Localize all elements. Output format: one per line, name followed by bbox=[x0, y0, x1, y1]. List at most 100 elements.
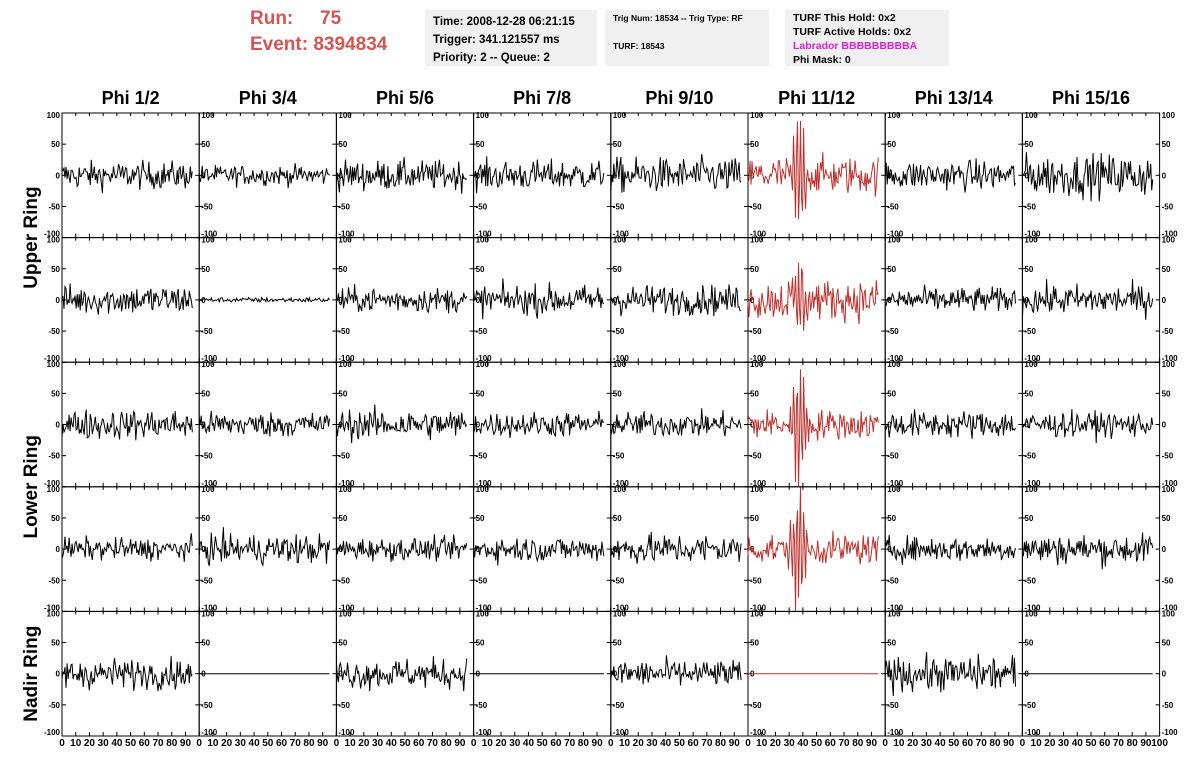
x-tick-label: 10 bbox=[756, 738, 768, 749]
y-tick-label: -50 bbox=[476, 202, 488, 211]
y-tick-label: -100 bbox=[201, 354, 218, 363]
y-tick-label: 50 bbox=[1162, 389, 1171, 398]
y-tick-label: 50 bbox=[1162, 639, 1171, 648]
turf-this-hold-text: TURF This Hold: 0x2 bbox=[793, 12, 896, 24]
y-tick-label: 0 bbox=[56, 421, 61, 430]
y-tick-label: -50 bbox=[476, 452, 488, 461]
y-tick-label: -100 bbox=[476, 230, 493, 239]
y-tick-label: 100 bbox=[613, 485, 627, 494]
y-tick-label: 50 bbox=[887, 140, 896, 149]
y-tick-label: 0 bbox=[1162, 545, 1167, 554]
y-tick-label: 100 bbox=[47, 236, 61, 245]
x-tick-label: 80 bbox=[989, 738, 1001, 749]
event-line: Event: 8394834 bbox=[250, 32, 420, 58]
y-tick-label: -50 bbox=[613, 327, 625, 336]
waveform-trace bbox=[335, 534, 468, 562]
y-tick-label: -50 bbox=[48, 327, 60, 336]
y-tick-label: 0 bbox=[613, 296, 618, 305]
y-tick-label: 50 bbox=[51, 639, 60, 648]
y-tick-label: 50 bbox=[201, 140, 210, 149]
x-tick-label: 80 bbox=[303, 738, 315, 749]
y-tick-label: 0 bbox=[613, 421, 618, 430]
y-tick-label: 50 bbox=[1162, 265, 1171, 274]
x-tick-label: 40 bbox=[111, 738, 123, 749]
y-tick-label: 0 bbox=[201, 545, 206, 554]
y-tick-label: -100 bbox=[613, 354, 630, 363]
y-tick-label: -100 bbox=[1024, 603, 1041, 612]
y-tick-label: 0 bbox=[750, 296, 755, 305]
y-tick-label: -100 bbox=[476, 728, 493, 737]
y-tick-label: 0 bbox=[476, 171, 481, 180]
x-tick-label: 80 bbox=[441, 738, 453, 749]
x-tick-label: 40 bbox=[797, 738, 809, 749]
y-tick-label: 50 bbox=[750, 389, 759, 398]
y-tick-label: -100 bbox=[1024, 728, 1041, 737]
y-tick-label: -100 bbox=[613, 728, 630, 737]
x-tick-label: 40 bbox=[249, 738, 261, 749]
x-tick-label: 0 bbox=[745, 738, 751, 749]
x-tick-label: 40 bbox=[386, 738, 398, 749]
y-tick-label: 100 bbox=[201, 609, 215, 618]
y-tick-label: -50 bbox=[1024, 701, 1036, 710]
y-tick-label: 100 bbox=[476, 360, 490, 369]
x-tick-label: 90 bbox=[592, 738, 604, 749]
y-tick-label: 100 bbox=[338, 485, 352, 494]
x-tick-label: 10 bbox=[207, 738, 219, 749]
y-tick-label: -100 bbox=[476, 603, 493, 612]
y-tick-label: 100 bbox=[887, 609, 901, 618]
waveform-trace bbox=[610, 531, 742, 564]
y-tick-label: 50 bbox=[613, 514, 622, 523]
y-tick-label: -50 bbox=[887, 452, 899, 461]
phi-mask-text: Phi Mask: 0 bbox=[793, 54, 851, 66]
y-tick-label: -100 bbox=[1162, 728, 1179, 737]
panel-frame bbox=[610, 361, 749, 488]
x-tick-label: 0 bbox=[471, 738, 477, 749]
y-tick-label: -50 bbox=[1024, 327, 1036, 336]
waveform-trace bbox=[747, 262, 879, 331]
waveform-trace bbox=[884, 284, 1016, 312]
y-tick-label: -100 bbox=[44, 603, 61, 612]
waveform-trace bbox=[884, 409, 1016, 439]
trig-info-box: Trig Num: 18534 -- Trig Type: RF TURF: 1… bbox=[605, 10, 769, 66]
waveform-trace bbox=[336, 283, 468, 314]
waveform-trace bbox=[61, 409, 193, 441]
y-tick-label: 100 bbox=[1024, 236, 1038, 245]
y-tick-label: 100 bbox=[1024, 360, 1038, 369]
y-tick-label: -100 bbox=[613, 603, 630, 612]
y-tick-label: 50 bbox=[1162, 140, 1171, 149]
waveform-trace bbox=[884, 534, 1016, 565]
x-tick-label: 50 bbox=[811, 738, 823, 749]
x-tick-label: 90 bbox=[729, 738, 741, 749]
x-tick-label: 70 bbox=[427, 738, 439, 749]
y-tick-label: 100 bbox=[750, 609, 764, 618]
waveform-trace bbox=[1021, 278, 1154, 320]
x-tick-label: 30 bbox=[646, 738, 658, 749]
panel-frame bbox=[473, 361, 612, 488]
x-tick-label: 80 bbox=[1127, 738, 1139, 749]
y-tick-label: 100 bbox=[47, 111, 61, 120]
y-tick-label: -50 bbox=[476, 327, 488, 336]
x-tick-label: 60 bbox=[550, 738, 562, 749]
y-tick-label: 100 bbox=[1162, 236, 1176, 245]
y-tick-label: 50 bbox=[613, 639, 622, 648]
waveform-trace bbox=[884, 158, 1016, 193]
labrador-text: Labrador BBBBBBBBBA bbox=[793, 40, 918, 52]
y-tick-label: -50 bbox=[1024, 202, 1036, 211]
x-tick-label: 10 bbox=[70, 738, 82, 749]
y-tick-label: 50 bbox=[476, 514, 485, 523]
x-tick-label: 0 bbox=[882, 738, 888, 749]
y-tick-label: 100 bbox=[887, 236, 901, 245]
y-tick-label: 0 bbox=[476, 296, 481, 305]
y-tick-label: 50 bbox=[51, 389, 60, 398]
y-tick-label: 50 bbox=[476, 265, 485, 274]
waveform-trace bbox=[335, 404, 468, 444]
y-tick-label: -50 bbox=[338, 327, 350, 336]
y-tick-label: -50 bbox=[1162, 452, 1174, 461]
turf-active-holds-text: TURF Active Holds: 0x2 bbox=[793, 26, 912, 38]
y-tick-label: -50 bbox=[476, 701, 488, 710]
column-title: Phi 1/2 bbox=[102, 88, 160, 108]
y-tick-label: 0 bbox=[476, 545, 481, 554]
y-tick-label: -50 bbox=[338, 452, 350, 461]
y-tick-label: -50 bbox=[48, 202, 60, 211]
x-tick-label: 50 bbox=[537, 738, 549, 749]
